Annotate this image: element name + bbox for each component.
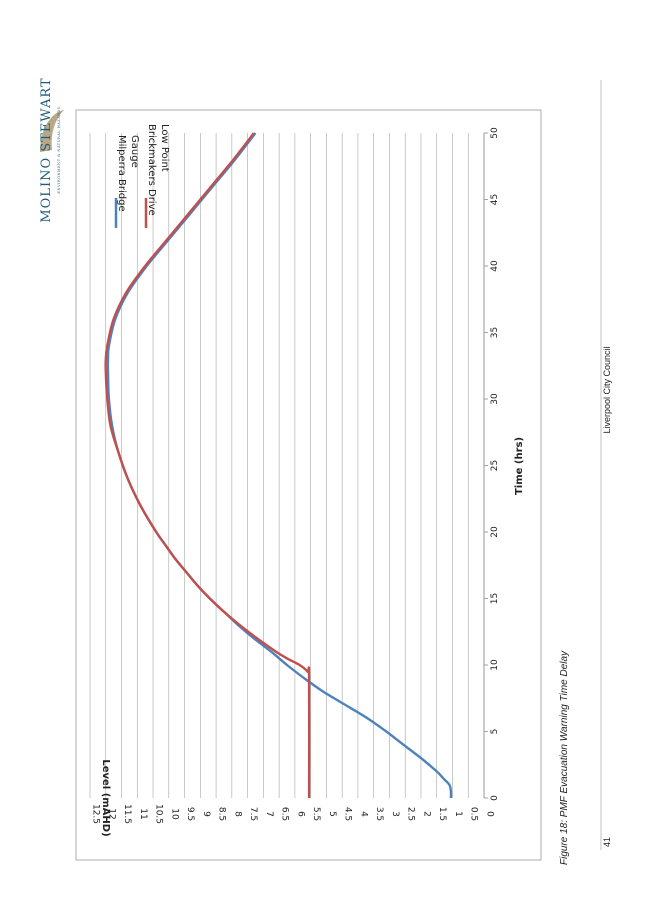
- y-tick-label: 7.5: [248, 807, 258, 821]
- x-axis-label: Time (hrs): [514, 437, 525, 495]
- y-tick-label: 10: [169, 808, 179, 820]
- chart-grid: [89, 133, 485, 798]
- y-tick-label: 8.5: [217, 807, 227, 821]
- y-tick-label: 5.5: [311, 807, 321, 821]
- y-tick-label: 0.5: [469, 807, 479, 821]
- figure-caption: Figure 18: PMF Evacuation Warning Time D…: [559, 650, 570, 865]
- chart-legend: Milperra Bridge Gauge Brickmakers Drive …: [114, 124, 170, 228]
- y-tick-label: 7: [264, 811, 274, 817]
- x-tick-label: 0: [490, 795, 500, 801]
- x-tick-label: 15: [490, 593, 500, 604]
- legend-milperra-line2: Gauge: [129, 135, 140, 168]
- legend-brickmakers-line2: Low Point: [159, 124, 170, 172]
- y-tick-label: 12.5: [91, 804, 101, 824]
- y-tick-label: 1: [453, 811, 463, 817]
- y-tick-label: 4.5: [343, 807, 353, 821]
- logo-tagline: ENVIRONMENT & NATURAL HAZARDS: [57, 106, 61, 193]
- chart-series: [104, 132, 453, 799]
- y-tick-label: 6.5: [280, 807, 290, 821]
- legend-brickmakers-line1: Brickmakers Drive: [146, 124, 157, 216]
- x-tick-label: 35: [490, 327, 500, 338]
- y-tick-label: 12: [106, 808, 116, 819]
- x-tick-label: 40: [490, 260, 500, 272]
- y-tick-label: 2.5: [406, 807, 416, 821]
- y-tick-label: 5: [327, 811, 337, 817]
- x-tick-label: 10: [490, 659, 500, 671]
- y-tick-label: 9: [201, 811, 211, 817]
- y-tick-label: 3: [390, 811, 400, 817]
- x-tick-label: 25: [490, 460, 500, 471]
- x-tick-label: 20: [490, 526, 500, 538]
- y-tick-label: 9.5: [185, 807, 195, 821]
- x-tick-label: 5: [490, 729, 500, 735]
- legend-milperra-line1: Milperra Bridge: [116, 135, 127, 212]
- legend-label-milperra: Milperra Bridge Gauge: [116, 135, 140, 215]
- x-axis-ticks: 0 5 10 15 20 25 30 35 40 45 50: [484, 127, 500, 801]
- x-tick-label: 30: [490, 393, 500, 405]
- logo-name: MOLINO STEWART: [39, 77, 54, 222]
- y-tick-label: 2: [421, 811, 431, 817]
- y-tick-label: 11: [138, 808, 148, 819]
- legend-label-brickmakers: Brickmakers Drive Low Point: [146, 124, 170, 219]
- x-tick-label: 45: [490, 194, 500, 205]
- company-logo: MOLINO STEWART ENVIRONMENT & NATURAL HAZ…: [39, 77, 64, 223]
- y-tick-label: 0: [485, 811, 495, 817]
- page-number: 41: [602, 837, 612, 847]
- y-tick-label: 11.5: [122, 804, 132, 824]
- y-axis-label: Level (mAHD): [100, 759, 111, 836]
- y-tick-label: 6: [295, 811, 305, 817]
- y-tick-label: 4: [358, 811, 368, 817]
- y-tick-label: 10.5: [154, 804, 164, 824]
- logo-swoosh-icon: [40, 110, 64, 152]
- y-tick-label: 3.5: [374, 807, 384, 821]
- y-axis-ticks: 00.511.522.533.544.555.566.577.588.599.5…: [91, 804, 495, 824]
- series-line-brickmakers: [104, 132, 311, 799]
- footer-client: Liverpool City Council: [602, 346, 612, 433]
- y-tick-label: 1.5: [437, 807, 447, 821]
- y-tick-label: 8: [232, 811, 242, 817]
- x-tick-label: 50: [490, 127, 500, 139]
